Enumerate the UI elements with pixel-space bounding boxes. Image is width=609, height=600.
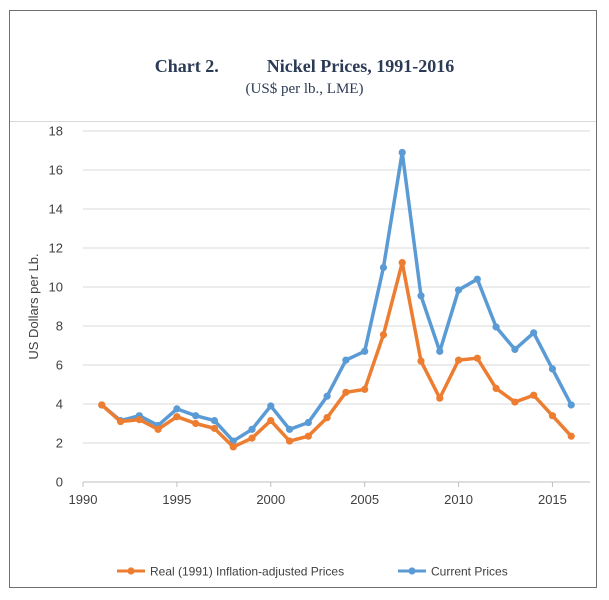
- y-tick-label: 4: [56, 397, 63, 412]
- data-point: [548, 412, 557, 420]
- y-tick-label: 2: [56, 436, 63, 451]
- data-point: [436, 394, 444, 402]
- chart-title-block: Chart 2. Nickel Prices, 1991-2016 (US$ pe…: [0, 54, 609, 98]
- data-point: [454, 356, 463, 364]
- chart-subtitle: (US$ per lb., LME): [245, 81, 364, 97]
- data-point: [530, 391, 538, 399]
- data-point: [379, 331, 388, 339]
- data-point: [173, 413, 181, 421]
- y-tick-label: 10: [49, 280, 63, 295]
- y-axis-title: US Dollars per Lb.: [26, 253, 41, 359]
- data-point: [154, 425, 162, 433]
- data-point: [192, 419, 200, 428]
- data-point: [304, 418, 312, 427]
- data-point: [192, 412, 200, 420]
- data-point: [567, 432, 575, 440]
- series-line: [100, 150, 573, 443]
- data-point: [492, 323, 500, 331]
- data-point: [248, 425, 256, 433]
- data-point: [530, 329, 538, 337]
- gridlines: [83, 130, 590, 444]
- y-tick-label: 8: [56, 319, 63, 334]
- x-tick-label: 2000: [256, 492, 285, 507]
- x-tick-label: 1995: [162, 492, 191, 507]
- series-line: [100, 260, 573, 449]
- data-point: [116, 417, 125, 426]
- data-point: [267, 402, 275, 410]
- x-tick-label: 2010: [444, 492, 473, 507]
- data-point: [473, 275, 481, 283]
- data-point: [492, 384, 500, 392]
- data-point: [417, 292, 425, 300]
- legend-label: Current Prices: [431, 565, 508, 579]
- legend-marker: [408, 567, 416, 575]
- data-point: [398, 148, 406, 157]
- legend-item: Current Prices: [398, 565, 508, 579]
- data-point: [548, 365, 557, 373]
- x-tick-label: 2005: [350, 492, 379, 507]
- data-point: [417, 357, 425, 365]
- data-point: [98, 401, 106, 409]
- chart-title-number: Chart 2.: [154, 56, 219, 76]
- data-point: [210, 416, 219, 425]
- data-point: [135, 416, 143, 424]
- data-point: [323, 414, 331, 422]
- y-tick-label: 12: [49, 241, 63, 256]
- data-point: [342, 388, 350, 396]
- data-point: [210, 424, 219, 432]
- chart-title: Chart 2. Nickel Prices, 1991-2016: [0, 54, 609, 78]
- chart-title-text: Nickel Prices, 1991-2016: [266, 56, 455, 76]
- data-point: [342, 356, 350, 364]
- legend: Real (1991) Inflation-adjusted Prices Cur…: [117, 565, 508, 579]
- data-point: [361, 347, 369, 355]
- data-point: [323, 392, 331, 400]
- data-point: [361, 385, 369, 393]
- y-tick-label: 14: [49, 202, 63, 217]
- data-point: [567, 401, 575, 409]
- data-point: [511, 345, 519, 353]
- data-point: [229, 443, 237, 451]
- data-point: [285, 425, 294, 433]
- title-divider: [10, 121, 596, 122]
- legend-item: Real (1991) Inflation-adjusted Prices: [117, 565, 344, 579]
- chart-frame: [9, 10, 597, 588]
- data-point: [267, 416, 275, 425]
- data-point: [398, 259, 406, 267]
- data-point: [473, 354, 481, 362]
- y-tick-label: 18: [49, 124, 63, 139]
- data-point: [285, 437, 294, 445]
- data-point: [173, 405, 181, 413]
- x-tick-label: 2015: [538, 492, 567, 507]
- data-point: [304, 432, 312, 440]
- legend-marker: [127, 567, 135, 575]
- data-point: [436, 347, 444, 355]
- y-tick-label: 16: [49, 163, 63, 178]
- legend-label: Real (1991) Inflation-adjusted Prices: [150, 565, 344, 579]
- x-tick-label: 1990: [69, 492, 98, 507]
- y-tick-label: 6: [56, 358, 63, 373]
- data-point: [454, 286, 463, 294]
- data-point: [511, 398, 519, 406]
- axes: 0 2 4 6 8 10 12 14 16 18 1990 1995 2000 2005 2010 2015: [49, 124, 590, 507]
- series-lines: [98, 148, 575, 451]
- y-tick-label: 0: [56, 475, 63, 490]
- data-point: [248, 434, 256, 442]
- data-point: [379, 263, 388, 272]
